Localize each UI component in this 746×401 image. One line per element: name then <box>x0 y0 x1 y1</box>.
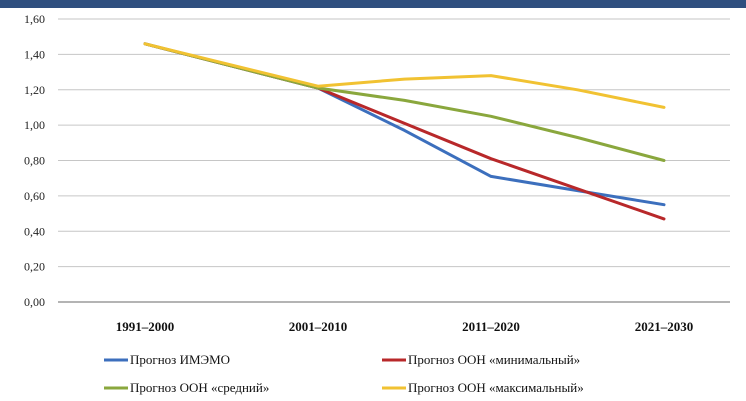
legend-label: Прогноз ООН «максимальный» <box>408 380 584 395</box>
x-category-label: 2021–2030 <box>635 319 694 334</box>
y-tick-label: 0,80 <box>24 154 45 168</box>
y-tick-label: 0,20 <box>24 260 45 274</box>
series-line-3 <box>143 42 666 162</box>
top-border-band <box>0 0 746 8</box>
x-category-label: 2011–2020 <box>462 319 520 334</box>
x-category-label: 2001–2010 <box>289 319 348 334</box>
y-tick-label: 1,60 <box>24 12 45 26</box>
legend-label: Прогноз ООН «средний» <box>130 380 269 395</box>
y-tick-label: 1,20 <box>24 83 45 97</box>
y-tick-label: 0,00 <box>24 295 45 309</box>
series-line-4 <box>143 42 666 109</box>
x-category-label: 1991–2000 <box>116 319 175 334</box>
y-tick-label: 1,00 <box>24 118 45 132</box>
y-tick-label: 1,40 <box>24 47 45 61</box>
y-tick-label: 0,60 <box>24 189 45 203</box>
legend-label: Прогноз ООН «минимальный» <box>408 352 580 367</box>
legend-label: Прогноз ИМЭМО <box>130 352 230 367</box>
y-tick-label: 0,40 <box>24 224 45 238</box>
